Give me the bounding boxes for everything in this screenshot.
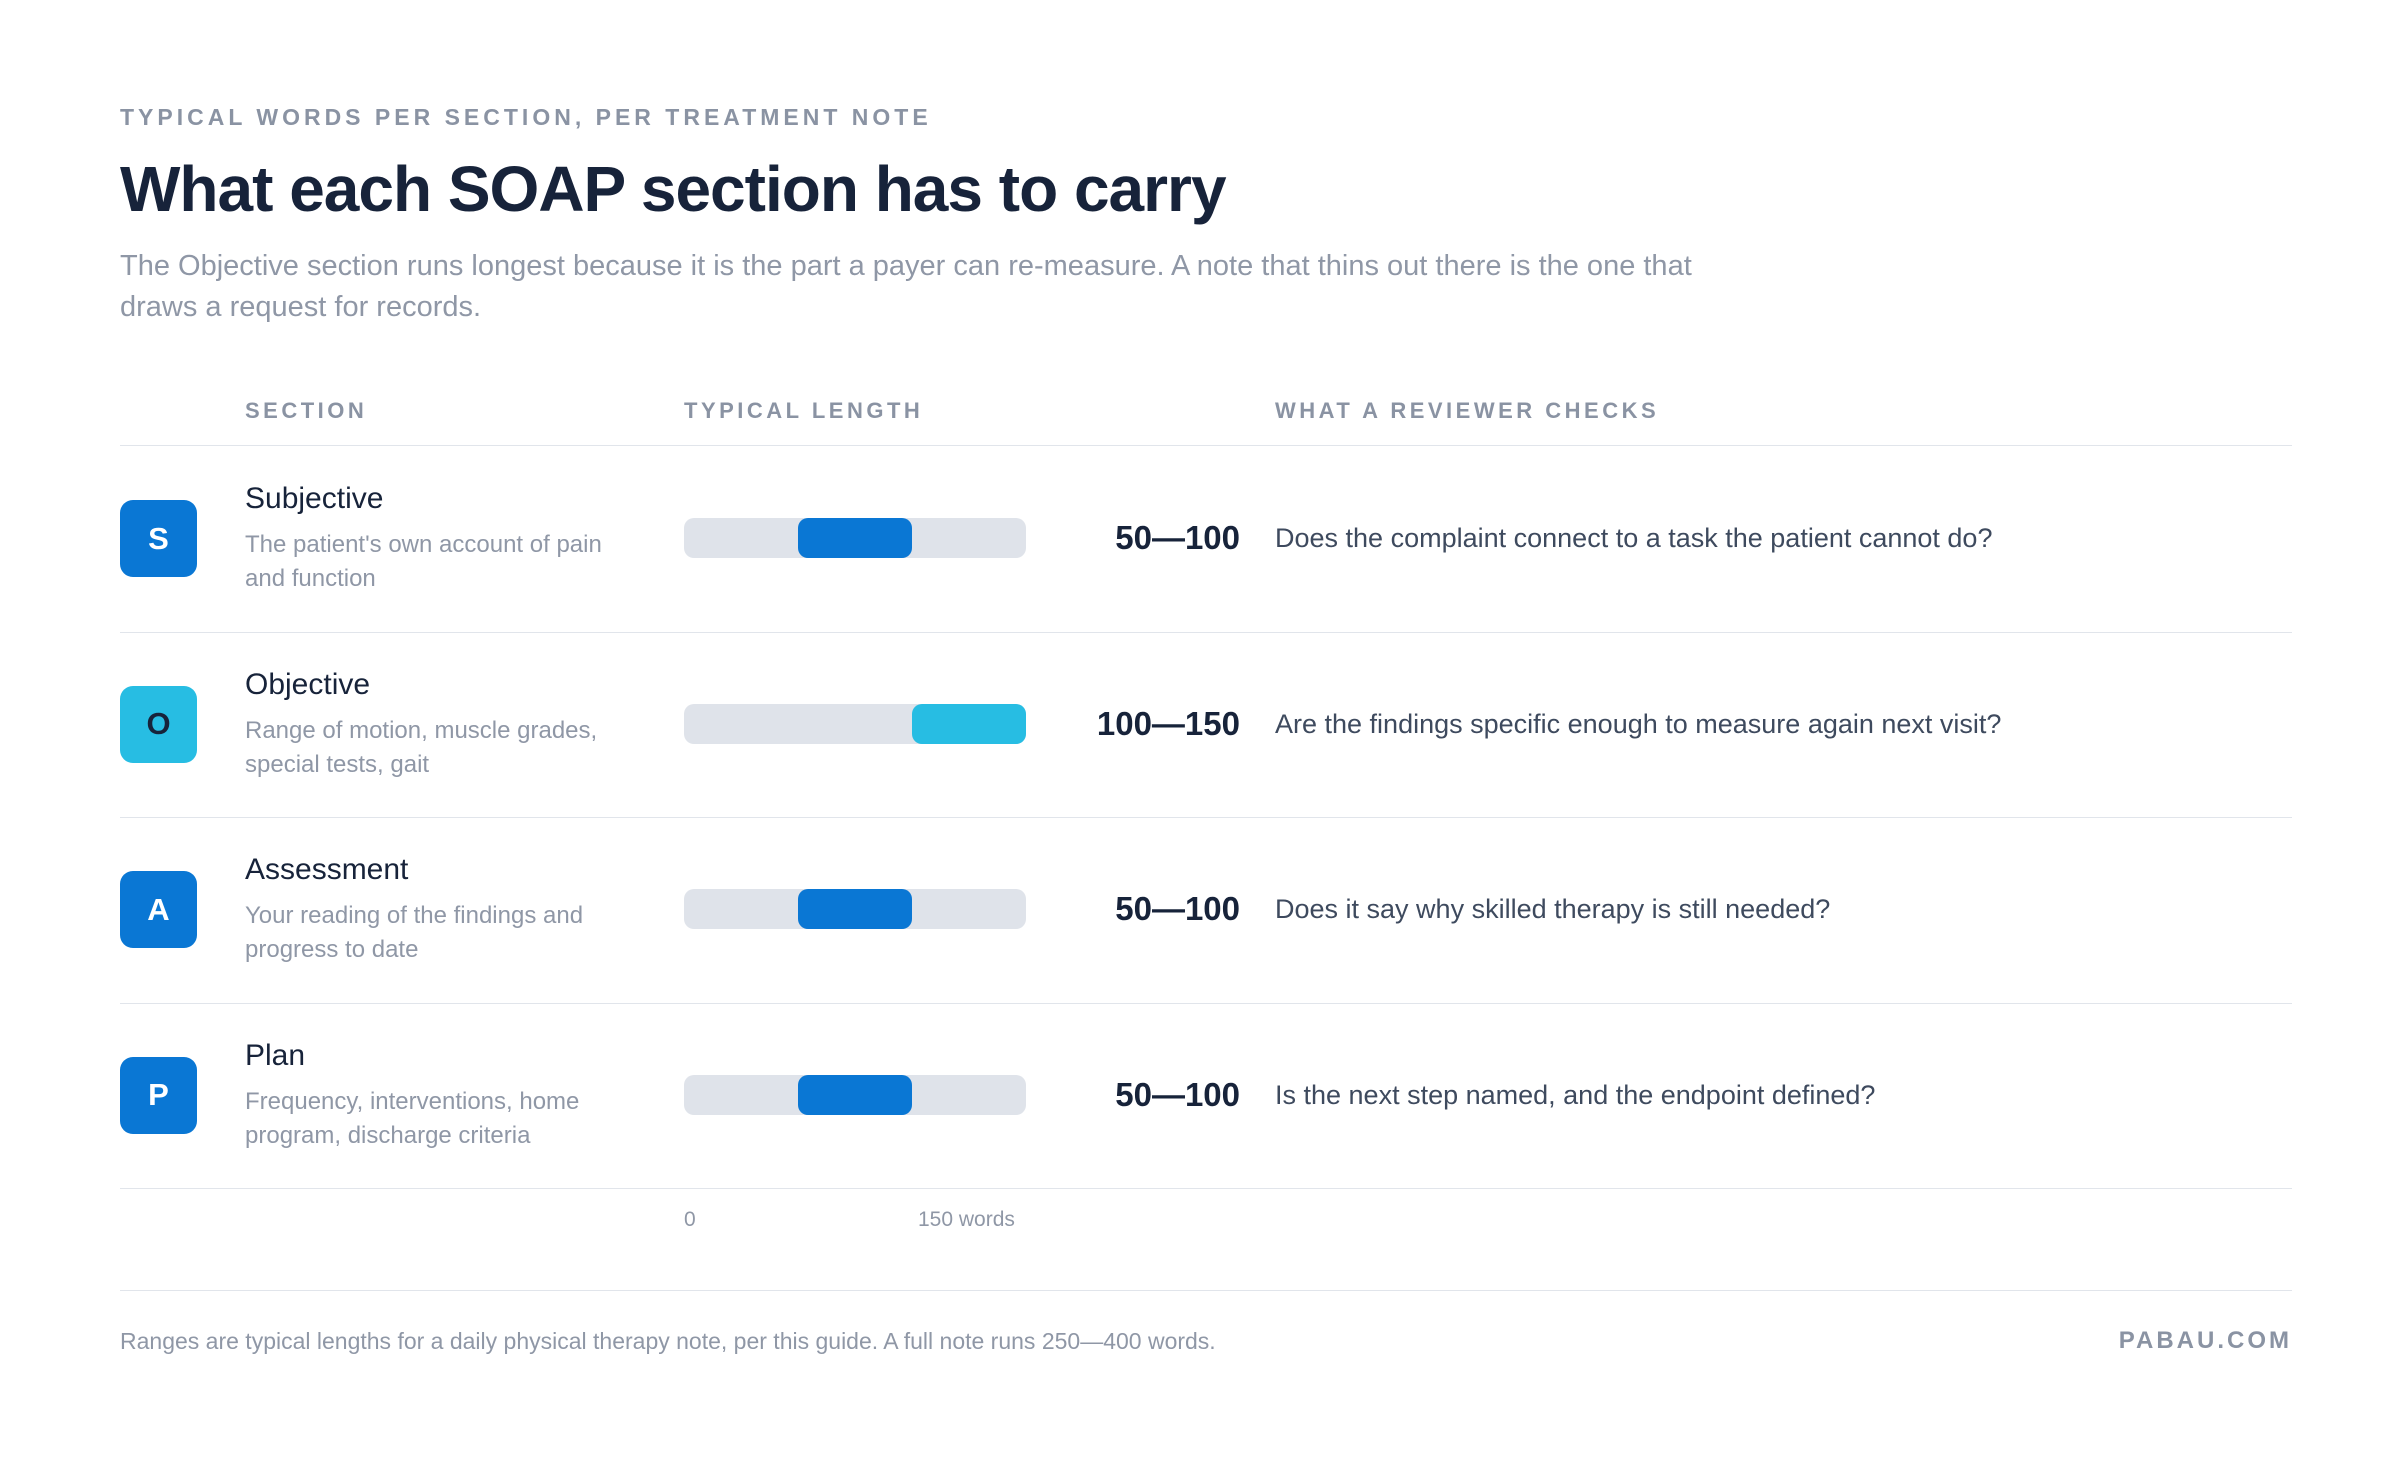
- section-description: Frequency, interventions, home program, …: [245, 1087, 580, 1149]
- row-divider: [120, 1188, 2292, 1189]
- section-name: Assessment: [245, 853, 409, 886]
- section-row-objective: O Objective Range of motion, muscle grades…: [120, 632, 2292, 817]
- range-value: 100—150: [1096, 704, 1240, 742]
- range-value: 50—100: [1115, 890, 1240, 927]
- section-letter-badge: A: [120, 871, 197, 948]
- length-track: [684, 889, 1026, 929]
- length-track: [684, 703, 1026, 744]
- row-divider: [120, 817, 2292, 818]
- column-header-length: TYPICAL LENGTH: [684, 398, 924, 423]
- section-name: Objective: [245, 667, 371, 701]
- section-row-plan: P Plan Frequency, interventions, home prog…: [120, 1003, 2292, 1188]
- row-divider: [120, 631, 2292, 633]
- section-description: Range of motion, muscle grades, special …: [245, 716, 598, 778]
- section-letter-badge: O: [120, 685, 197, 763]
- length-track: [684, 518, 1026, 558]
- reviewer-check: Does the complaint connect to a task the…: [1275, 523, 1993, 553]
- footnote: Ranges are typical lengths for a daily p…: [120, 1328, 1216, 1354]
- header-divider: [120, 445, 2292, 446]
- section-name: Subjective: [245, 482, 384, 515]
- brand-label: PABAU.COM: [2118, 1327, 2292, 1354]
- axis-tick-max: 150 words: [918, 1208, 1015, 1231]
- length-bar: [798, 889, 912, 929]
- length-track: [684, 1074, 1026, 1115]
- length-bar: [798, 1074, 912, 1115]
- reviewer-check: Are the findings specific enough to meas…: [1275, 708, 2002, 739]
- reviewer-check: Is the next step named, and the endpoint…: [1275, 1079, 1876, 1110]
- section-letter-badge: S: [120, 500, 197, 577]
- section-letter-badge: P: [120, 1056, 197, 1134]
- section-row-subjective: S Subjective The patient's own account of …: [120, 446, 2292, 631]
- section-description: The patient's own account of pain and fu…: [245, 531, 602, 592]
- section-row-assessment: A Assessment Your reading of the findings …: [120, 817, 2292, 1002]
- column-header-section: SECTION: [245, 398, 368, 423]
- reviewer-check: Does it say why skilled therapy is still…: [1275, 894, 1831, 924]
- footer-divider: [120, 1290, 2292, 1291]
- page-title: What each SOAP section has to carry: [120, 153, 1227, 225]
- column-header-checks: WHAT A REVIEWER CHECKS: [1275, 398, 1660, 423]
- axis-tick-min: 0: [684, 1208, 696, 1231]
- length-bar: [798, 518, 912, 558]
- page-subtitle: The Objective section runs longest becau…: [120, 250, 1692, 323]
- range-value: 50—100: [1115, 1075, 1240, 1113]
- length-bar: [912, 703, 1026, 744]
- range-value: 50—100: [1115, 519, 1240, 556]
- row-divider: [120, 1002, 2292, 1004]
- section-description: Your reading of the findings and progres…: [245, 902, 584, 963]
- section-name: Plan: [245, 1038, 306, 1072]
- eyebrow-label: TYPICAL WORDS PER SECTION, PER TREATMENT…: [120, 104, 932, 130]
